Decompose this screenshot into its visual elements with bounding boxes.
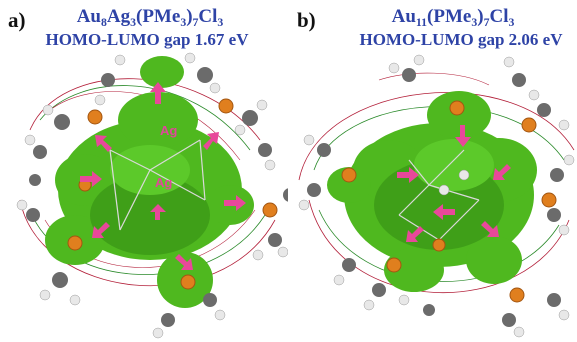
hydrogen-atoms-b bbox=[298, 54, 575, 338]
formula-part: ) bbox=[186, 6, 193, 27]
formula-subscript: 3 bbox=[180, 16, 187, 30]
arrows-b bbox=[397, 125, 511, 242]
arrows-a bbox=[80, 82, 246, 270]
formula-subscript: 3 bbox=[508, 16, 515, 30]
bonds-a bbox=[109, 139, 206, 231]
orbital-lobes-b bbox=[327, 91, 537, 292]
formula-subscript: 3 bbox=[130, 16, 136, 30]
panel-a: Ag Ag a) Au8Ag3(PMe3)7Cl3 HOMO-LUMO gap … bbox=[0, 0, 288, 342]
carbon-atoms-a bbox=[26, 67, 288, 327]
formula-subscript: 3 bbox=[217, 16, 224, 30]
formula-subscript: 11 bbox=[415, 16, 428, 30]
panel-b: b) Au11(PMe3)7Cl3 HOMO-LUMO gap 2.06 eV bbox=[289, 0, 577, 342]
formula-part: ) bbox=[477, 6, 484, 27]
gap-title-a: HOMO-LUMO gap 1.67 eV bbox=[45, 30, 249, 49]
atom-label-ag-1: Ag bbox=[160, 123, 177, 138]
formula-part: (PMe bbox=[136, 6, 181, 27]
formula-title-a: Au8Ag3(PMe3)7Cl3 bbox=[60, 6, 240, 28]
panel-label-b: b) bbox=[297, 8, 316, 32]
formula-part: (PMe bbox=[427, 6, 472, 27]
carbon-atoms-b bbox=[307, 68, 564, 327]
formula-subscript: 7 bbox=[483, 16, 490, 30]
formula-subscript: 3 bbox=[471, 16, 478, 30]
formula-part: Au bbox=[391, 6, 416, 27]
gap-title-b: HOMO-LUMO gap 2.06 eV bbox=[359, 30, 563, 49]
molecule-a-image: Ag Ag bbox=[16, 52, 288, 339]
formula-part: Au bbox=[76, 6, 101, 27]
molecule-b-image bbox=[298, 54, 575, 338]
formula-subscript: 8 bbox=[100, 16, 107, 30]
formula-title-b: Au11(PMe3)7Cl3 bbox=[363, 6, 543, 28]
formula-subscript: 7 bbox=[192, 16, 199, 30]
formula-part: Ag bbox=[106, 6, 131, 27]
atom-label-ag-2: Ag bbox=[155, 175, 172, 190]
hydrogen-atoms-a bbox=[16, 52, 288, 339]
panel-label-a: a) bbox=[8, 8, 26, 32]
phosphorus-atoms-b bbox=[341, 100, 557, 303]
formula-part: Cl bbox=[489, 6, 509, 27]
formula-part: Cl bbox=[198, 6, 218, 27]
